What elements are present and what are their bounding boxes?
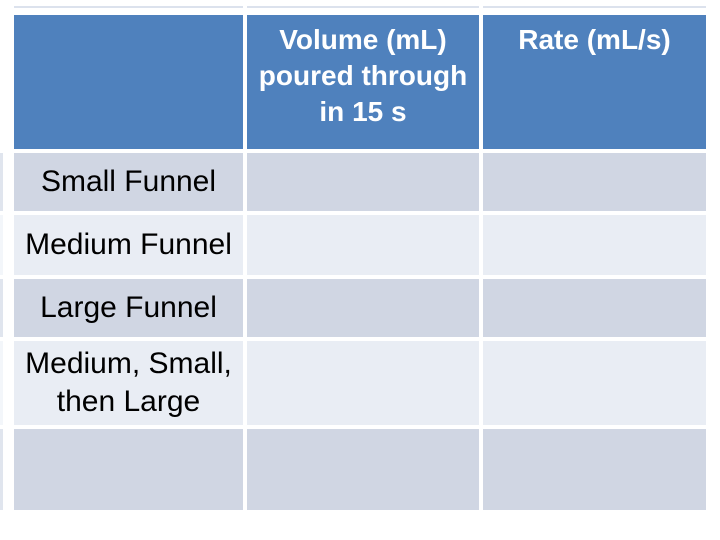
cell-volume-empty <box>247 429 479 510</box>
cell-volume-medium-small-then-large <box>247 341 479 425</box>
cropped-column-edge-row5 <box>0 429 3 510</box>
cropped-column-edge-row4 <box>0 341 3 425</box>
row-label-small-funnel: Small Funnel <box>14 153 243 211</box>
cropped-column-edge-row2 <box>0 215 3 275</box>
cropped-row-edge-col3 <box>483 6 706 8</box>
header-cell-rate: Rate (mL/s) <box>483 15 706 149</box>
header-cell-volume: Volume (mL) poured through in 15 s <box>247 15 479 149</box>
cropped-column-edge-row1 <box>0 153 3 211</box>
row-label-large-funnel: Large Funnel <box>14 279 243 337</box>
cropped-row-edge-col2 <box>247 6 479 8</box>
cell-volume-small-funnel <box>247 153 479 211</box>
cell-rate-medium-small-then-large <box>483 341 706 425</box>
row-label-medium-funnel: Medium Funnel <box>14 215 243 275</box>
cell-volume-large-funnel <box>247 279 479 337</box>
cell-rate-empty <box>483 429 706 510</box>
cell-rate-medium-funnel <box>483 215 706 275</box>
cropped-column-edge-row3 <box>0 279 3 337</box>
cell-rate-small-funnel <box>483 153 706 211</box>
row-label-medium-small-then-large: Medium, Small, then Large <box>14 341 243 425</box>
cropped-row-edge-col1 <box>14 6 243 8</box>
funnel-rate-table: Volume (mL) poured through in 15 s Rate … <box>14 15 706 510</box>
cell-rate-large-funnel <box>483 279 706 337</box>
cell-volume-medium-funnel <box>247 215 479 275</box>
header-cell-blank <box>14 15 243 149</box>
row-label-empty <box>14 429 243 510</box>
